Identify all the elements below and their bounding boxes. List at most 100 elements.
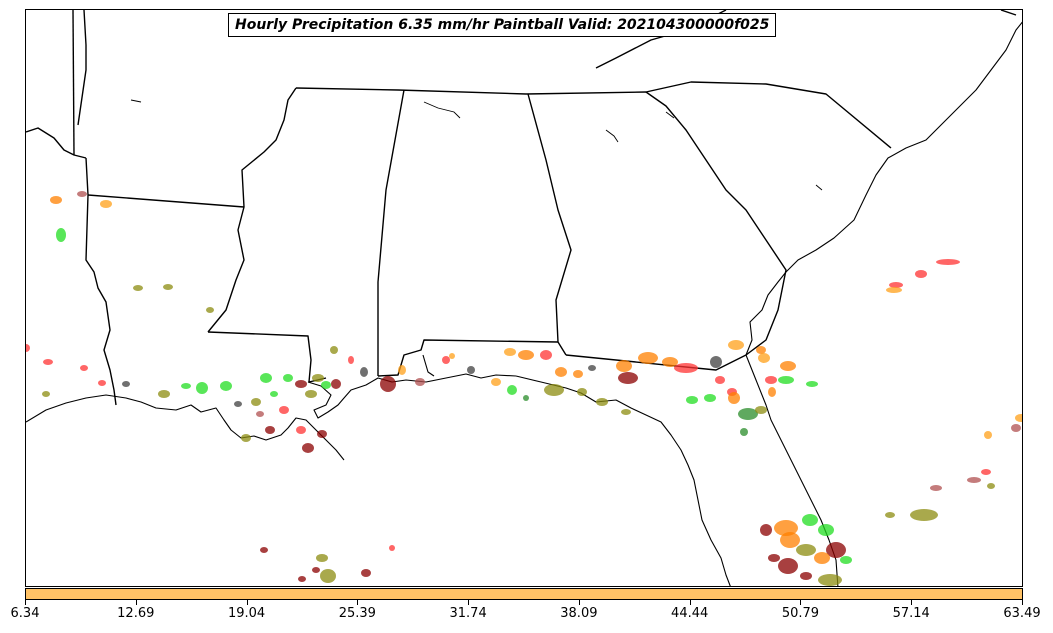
paintball-blob <box>885 512 895 518</box>
boundary-southcarolina-northcarolina <box>645 81 892 149</box>
precipitation-paintballs <box>26 191 1022 586</box>
paintball-blob <box>206 307 214 313</box>
paintball-blob <box>967 477 981 483</box>
paintball-blob <box>818 524 834 536</box>
boundary-alabama-florida <box>377 339 559 377</box>
paintball-blob <box>380 376 396 392</box>
paintball-blob <box>728 340 744 350</box>
paintball-blob <box>616 360 632 372</box>
boundary-texas-oklahoma <box>72 10 75 156</box>
coast-florida-atlantic <box>745 354 839 586</box>
paintball-blob <box>518 350 534 360</box>
paintball-blob <box>910 509 938 521</box>
paintball-blob <box>523 395 529 401</box>
paintball-blob <box>618 372 638 384</box>
paintball-blob <box>163 284 173 290</box>
colorbar-tick-label: 38.09 <box>560 606 598 621</box>
paintball-blob <box>98 380 106 386</box>
paintball-blob <box>662 357 678 367</box>
colorbar-tick <box>1022 600 1023 605</box>
paintball-blob <box>768 387 776 397</box>
boundary-mississippi-river <box>77 10 297 333</box>
paintball-blob <box>886 287 902 293</box>
lake-4 <box>130 99 142 103</box>
paintball-blob <box>638 352 658 364</box>
paintball-blob <box>577 388 587 396</box>
paintball-blob <box>256 411 264 417</box>
paintball-blob <box>296 426 306 434</box>
colorbar-tick-label: 6.34 <box>10 606 40 621</box>
paintball-blob <box>80 365 88 371</box>
colorbar-tick <box>25 600 26 605</box>
colorbar-tick <box>911 600 913 605</box>
colorbar-tick <box>578 600 580 605</box>
paintball-blob <box>728 392 740 404</box>
paintball-blob <box>540 350 552 360</box>
paintball-blob <box>270 391 278 397</box>
paintball-blob <box>686 396 698 404</box>
paintball-blob <box>415 378 425 386</box>
paintball-blob <box>755 406 767 414</box>
coast-louisiana <box>307 373 517 419</box>
paintball-blob <box>765 376 777 384</box>
paintball-blob <box>220 381 232 391</box>
paintball-blob <box>312 567 320 573</box>
paintball-blob <box>806 381 818 387</box>
paintball-blob <box>196 382 208 394</box>
paintball-blob <box>756 346 766 354</box>
paintball-blob <box>42 391 50 397</box>
boundary-oklahoma-arkansas <box>26 127 87 159</box>
colorbar-tick-label: 63.49 <box>1003 606 1041 621</box>
paintball-blob <box>279 406 289 414</box>
paintball-blob <box>467 366 475 374</box>
boundary-virginia <box>1000 10 1017 16</box>
colorbar-tick <box>357 600 359 605</box>
boundary-georgia-florida <box>565 354 747 371</box>
paintball-blob <box>802 514 818 526</box>
paintball-blob <box>491 378 501 386</box>
colorbar-tick <box>246 600 248 605</box>
paintball-blob <box>768 554 780 562</box>
paintball-blob <box>814 552 830 564</box>
coastline <box>26 21 1022 586</box>
map-canvas <box>26 10 1022 586</box>
paintball-blob <box>181 383 191 389</box>
state-boundaries <box>26 10 1017 406</box>
colorbar-tick <box>468 600 470 605</box>
paintball-blob <box>317 430 327 438</box>
paintball-blob <box>504 348 516 356</box>
paintball-blob <box>50 196 62 204</box>
paintball-blob <box>1011 424 1021 432</box>
colorbar-tick-label: 12.69 <box>117 606 155 621</box>
paintball-blob <box>758 353 770 363</box>
coast-mobile-bay <box>422 354 435 377</box>
paintball-blob <box>316 554 328 562</box>
paintball-blob <box>398 365 406 375</box>
paintball-blob <box>295 380 307 388</box>
paintball-blob <box>302 443 314 453</box>
paintball-blob <box>780 532 800 548</box>
paintball-blob <box>331 379 341 389</box>
paintball-blob <box>818 574 842 586</box>
boundary-mississippi-alabama <box>377 89 405 376</box>
paintball-blob <box>760 524 772 536</box>
paintball-blob <box>930 485 942 491</box>
paintball-blob <box>348 356 354 364</box>
paintball-blob <box>43 359 53 365</box>
paintball-blob <box>305 390 317 398</box>
paintball-blob <box>360 367 368 377</box>
boundary-georgia-southcarolina <box>645 91 787 356</box>
paintball-blob <box>704 394 716 402</box>
paintball-blob <box>442 356 450 364</box>
paintball-blob <box>555 367 567 377</box>
paintball-blob <box>800 572 812 580</box>
paintball-blob <box>298 576 306 582</box>
paintball-blob <box>936 259 960 265</box>
lake-1 <box>423 101 461 119</box>
coast-florida-panhandle <box>515 375 731 586</box>
coast-texas <box>26 394 345 461</box>
paintball-blob <box>158 390 170 398</box>
paintball-blob <box>826 542 846 558</box>
paintball-blob <box>774 520 798 536</box>
colorbar-tick-label: 44.44 <box>671 606 709 621</box>
